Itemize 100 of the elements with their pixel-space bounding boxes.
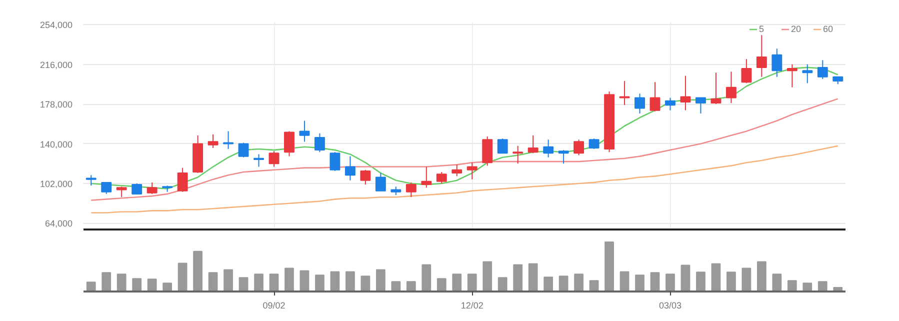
candlestick xyxy=(786,64,798,88)
bar xyxy=(787,280,797,292)
candlestick xyxy=(344,156,356,181)
candlestick xyxy=(528,134,538,154)
bar xyxy=(391,281,401,292)
bar xyxy=(452,274,462,292)
bar xyxy=(346,271,355,292)
bar xyxy=(422,264,432,292)
candlestick xyxy=(634,93,645,114)
candlestick xyxy=(238,142,249,158)
bar xyxy=(315,274,324,292)
bar xyxy=(178,262,188,292)
y-tick-label: 178,000 xyxy=(40,100,73,110)
bar xyxy=(482,261,492,292)
bar xyxy=(650,272,660,292)
bar xyxy=(528,263,538,292)
bar xyxy=(193,250,202,292)
candlestick xyxy=(802,64,813,84)
candlestick xyxy=(314,132,325,153)
bar xyxy=(544,276,554,292)
legend-label: 60 xyxy=(823,24,834,34)
line-series xyxy=(90,145,839,214)
candlestick xyxy=(421,166,432,188)
candlestick xyxy=(512,145,524,164)
bar xyxy=(406,281,416,292)
candlestick xyxy=(680,75,691,111)
bar xyxy=(772,274,782,292)
bar xyxy=(711,263,721,292)
legend-label: 5 xyxy=(759,24,766,34)
candlestick xyxy=(710,72,722,105)
bar xyxy=(680,264,690,292)
bar xyxy=(742,268,752,292)
bar xyxy=(162,282,172,292)
candlestick xyxy=(101,182,112,194)
candlestick xyxy=(116,186,127,198)
bar xyxy=(116,274,126,292)
line-series xyxy=(90,98,839,201)
bar xyxy=(376,269,386,292)
candlestick xyxy=(375,172,386,192)
bar xyxy=(620,271,630,292)
candlestick xyxy=(588,138,600,150)
candlestick xyxy=(406,182,416,198)
candlestick xyxy=(268,150,280,168)
x-tick-label: 12/02 xyxy=(460,300,484,310)
bar xyxy=(224,269,233,292)
candlestick xyxy=(482,136,493,166)
candlestick xyxy=(299,120,310,142)
y-tick-label: 64,000 xyxy=(44,218,73,229)
bar xyxy=(818,281,828,292)
candlestick xyxy=(817,60,828,80)
candlestick xyxy=(650,82,660,112)
candlestick xyxy=(132,183,142,194)
candlestick xyxy=(452,164,462,177)
bar xyxy=(802,282,812,292)
bar xyxy=(269,274,279,292)
bar xyxy=(604,241,614,292)
bar xyxy=(467,274,477,292)
bar xyxy=(635,274,644,292)
candlestick xyxy=(543,139,554,158)
bar xyxy=(132,278,142,292)
candlestick xyxy=(86,174,96,186)
candlestick xyxy=(466,162,478,180)
bar xyxy=(756,261,766,292)
bar xyxy=(436,278,446,292)
bar xyxy=(574,274,584,292)
candlestick xyxy=(619,80,630,106)
candlestick xyxy=(695,97,706,114)
bar xyxy=(147,278,157,292)
bar xyxy=(360,276,370,292)
x-tick-label: 09/02 xyxy=(262,300,286,310)
bar xyxy=(102,272,112,292)
x-tick-label: 03/03 xyxy=(658,300,682,310)
candlestick xyxy=(726,71,736,104)
bar xyxy=(254,274,264,292)
bar xyxy=(86,282,96,292)
bar xyxy=(330,271,340,292)
bar xyxy=(284,268,294,292)
bar xyxy=(498,277,508,292)
bar xyxy=(513,264,523,292)
candlestick xyxy=(756,34,767,78)
candlestick xyxy=(497,138,508,154)
bar xyxy=(238,277,248,292)
legend-label: 20 xyxy=(791,24,802,34)
candlestick xyxy=(146,182,158,194)
candlestick xyxy=(330,152,340,172)
bar xyxy=(666,274,675,292)
bar xyxy=(696,272,706,292)
candlestick xyxy=(665,97,676,111)
candlestick xyxy=(558,150,569,164)
candlestick xyxy=(772,48,782,78)
y-tick-label: 140,000 xyxy=(40,139,73,150)
candlestick xyxy=(208,134,218,148)
candlestick xyxy=(177,167,188,192)
bar xyxy=(300,270,310,292)
candlestick xyxy=(741,58,752,84)
candlestick xyxy=(360,169,371,186)
bar xyxy=(726,272,736,292)
y-tick-label: 254,000 xyxy=(40,20,73,30)
candlestick xyxy=(223,130,234,150)
candlestick xyxy=(254,154,264,168)
